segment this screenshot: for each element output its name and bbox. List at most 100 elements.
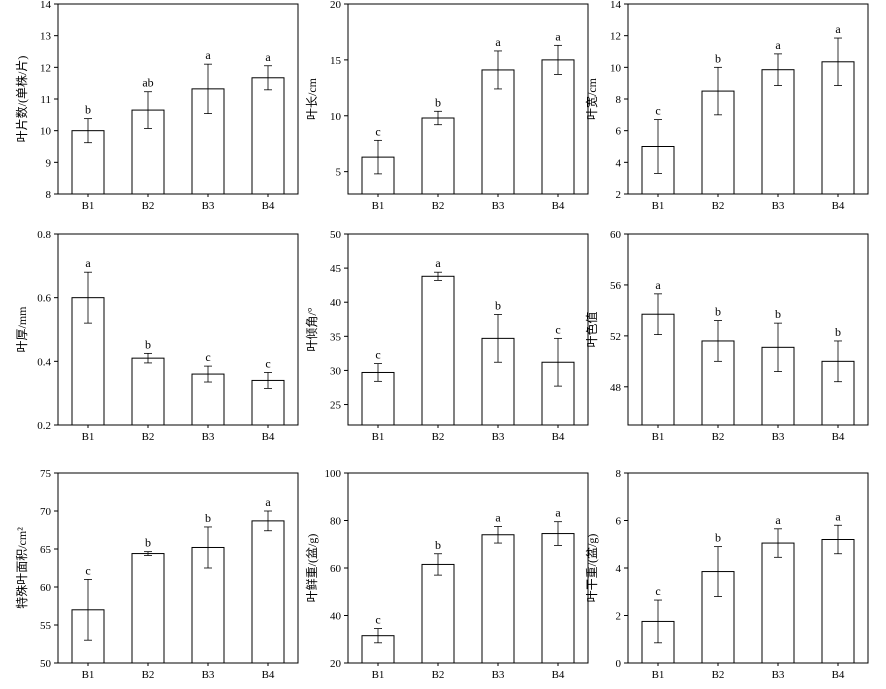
- x-tick-label: B1: [82, 200, 95, 212]
- y-tick-label: 50: [40, 658, 52, 670]
- significance-letter: a: [835, 509, 841, 523]
- x-tick-label: B1: [82, 669, 95, 681]
- y-tick-label: 0.8: [37, 229, 51, 241]
- significance-letter: c: [265, 356, 270, 370]
- x-tick-label: B3: [772, 431, 785, 443]
- significance-letter: b: [495, 298, 501, 312]
- y-axis-label: 叶片数/(单株/片): [14, 56, 29, 143]
- y-axis-label: 叶宽/cm: [584, 77, 599, 120]
- bar-B3: [481, 69, 515, 195]
- y-tick-label: 75: [40, 468, 52, 480]
- x-tick-label: B4: [262, 200, 275, 212]
- significance-letter: a: [835, 22, 841, 36]
- y-axis-label: 叶长/cm: [305, 77, 319, 120]
- y-tick-label: 4: [616, 563, 622, 575]
- y-tick-label: 20: [330, 0, 342, 11]
- x-tick-label: B4: [552, 669, 565, 681]
- bar-B2: [131, 357, 165, 426]
- x-tick-label: B4: [832, 431, 845, 443]
- y-tick-label: 45: [330, 263, 342, 275]
- significance-letter: a: [435, 256, 441, 270]
- y-tick-label: 52: [610, 331, 621, 343]
- y-tick-label: 5: [336, 167, 342, 179]
- y-tick-label: 9: [46, 157, 52, 169]
- bar-B4: [251, 520, 285, 664]
- bar-B1: [71, 297, 105, 426]
- y-tick-label: 60: [40, 582, 52, 594]
- x-tick-label: B2: [142, 669, 155, 681]
- y-tick-label: 10: [330, 111, 342, 123]
- significance-letter: c: [205, 350, 210, 364]
- x-tick-label: B2: [432, 669, 445, 681]
- y-tick-label: 70: [40, 506, 52, 518]
- y-tick-label: 55: [40, 620, 52, 632]
- chart-panel-2: 5 10 15 20 叶长/cm c B1 b B2 a B3 a B4: [305, 0, 589, 212]
- significance-letter: a: [205, 48, 211, 62]
- y-tick-label: 14: [40, 0, 52, 11]
- y-axis-label: 叶鲜重/(盆/g): [305, 534, 319, 603]
- y-axis-label: 特殊叶面积/cm²: [14, 527, 29, 609]
- x-tick-label: B2: [432, 431, 445, 443]
- y-tick-label: 12: [40, 62, 51, 74]
- chart-panel-4: 0.2 0.4 0.6 0.8 叶厚/mm a B1 b B2 c B3 c B4: [15, 229, 299, 443]
- y-tick-label: 35: [330, 331, 342, 343]
- x-tick-label: B1: [82, 431, 95, 443]
- chart-panel-7: 50 55 60 65 70 75 特殊叶面积/cm² c B1 b B2 b B3 a B4: [14, 468, 299, 681]
- bar-B2: [421, 563, 455, 664]
- y-tick-label: 8: [616, 94, 622, 106]
- significance-letter: b: [435, 538, 441, 552]
- y-tick-label: 20: [330, 658, 342, 670]
- y-tick-label: 25: [330, 400, 342, 412]
- significance-letter: ab: [142, 76, 153, 90]
- x-tick-label: B3: [202, 200, 215, 212]
- significance-letter: c: [655, 104, 660, 118]
- y-tick-label: 100: [325, 468, 342, 480]
- significance-letter: c: [375, 348, 380, 362]
- significance-letter: c: [375, 124, 380, 138]
- plot-frame: [57, 472, 299, 664]
- y-tick-label: 65: [40, 544, 52, 556]
- y-tick-label: 2: [616, 611, 622, 623]
- y-tick-label: 0: [616, 658, 622, 670]
- significance-letter: a: [85, 256, 91, 270]
- y-tick-label: 10: [610, 62, 622, 74]
- significance-letter: b: [715, 51, 721, 65]
- significance-letter: a: [655, 278, 661, 292]
- y-tick-label: 80: [330, 516, 342, 528]
- x-tick-label: B4: [832, 669, 845, 681]
- x-tick-label: B2: [142, 431, 155, 443]
- bar-B3: [761, 69, 795, 195]
- significance-letter: b: [145, 536, 151, 550]
- significance-letter: b: [715, 305, 721, 319]
- x-tick-label: B2: [712, 669, 725, 681]
- bar-B2: [421, 275, 455, 426]
- x-tick-label: B4: [262, 431, 275, 443]
- significance-letter: a: [495, 510, 501, 524]
- y-tick-label: 40: [330, 297, 342, 309]
- significance-letter: b: [835, 325, 841, 339]
- y-tick-label: 11: [40, 94, 51, 106]
- y-tick-label: 0.6: [37, 293, 51, 305]
- bar-B3: [191, 373, 225, 426]
- y-tick-label: 48: [610, 382, 622, 394]
- x-tick-label: B3: [492, 669, 505, 681]
- x-tick-label: B1: [372, 200, 385, 212]
- significance-letter: c: [655, 584, 660, 598]
- x-tick-label: B3: [492, 431, 505, 443]
- y-tick-label: 30: [330, 365, 342, 377]
- significance-letter: b: [435, 95, 441, 109]
- x-tick-label: B3: [492, 200, 505, 212]
- chart-panel-3: 2 4 6 8 10 12 14 叶宽/cm c B1 b B2 a B3 a B4: [584, 0, 869, 212]
- x-tick-label: B3: [202, 431, 215, 443]
- y-tick-label: 8: [46, 189, 52, 201]
- x-tick-label: B4: [262, 669, 275, 681]
- x-tick-label: B1: [372, 669, 385, 681]
- y-tick-label: 13: [40, 31, 52, 43]
- plot-frame: [57, 233, 299, 426]
- y-tick-label: 40: [330, 611, 342, 623]
- x-tick-label: B4: [552, 431, 565, 443]
- bar-B4: [541, 533, 575, 664]
- plot-frame: [627, 233, 869, 426]
- y-tick-label: 50: [330, 229, 342, 241]
